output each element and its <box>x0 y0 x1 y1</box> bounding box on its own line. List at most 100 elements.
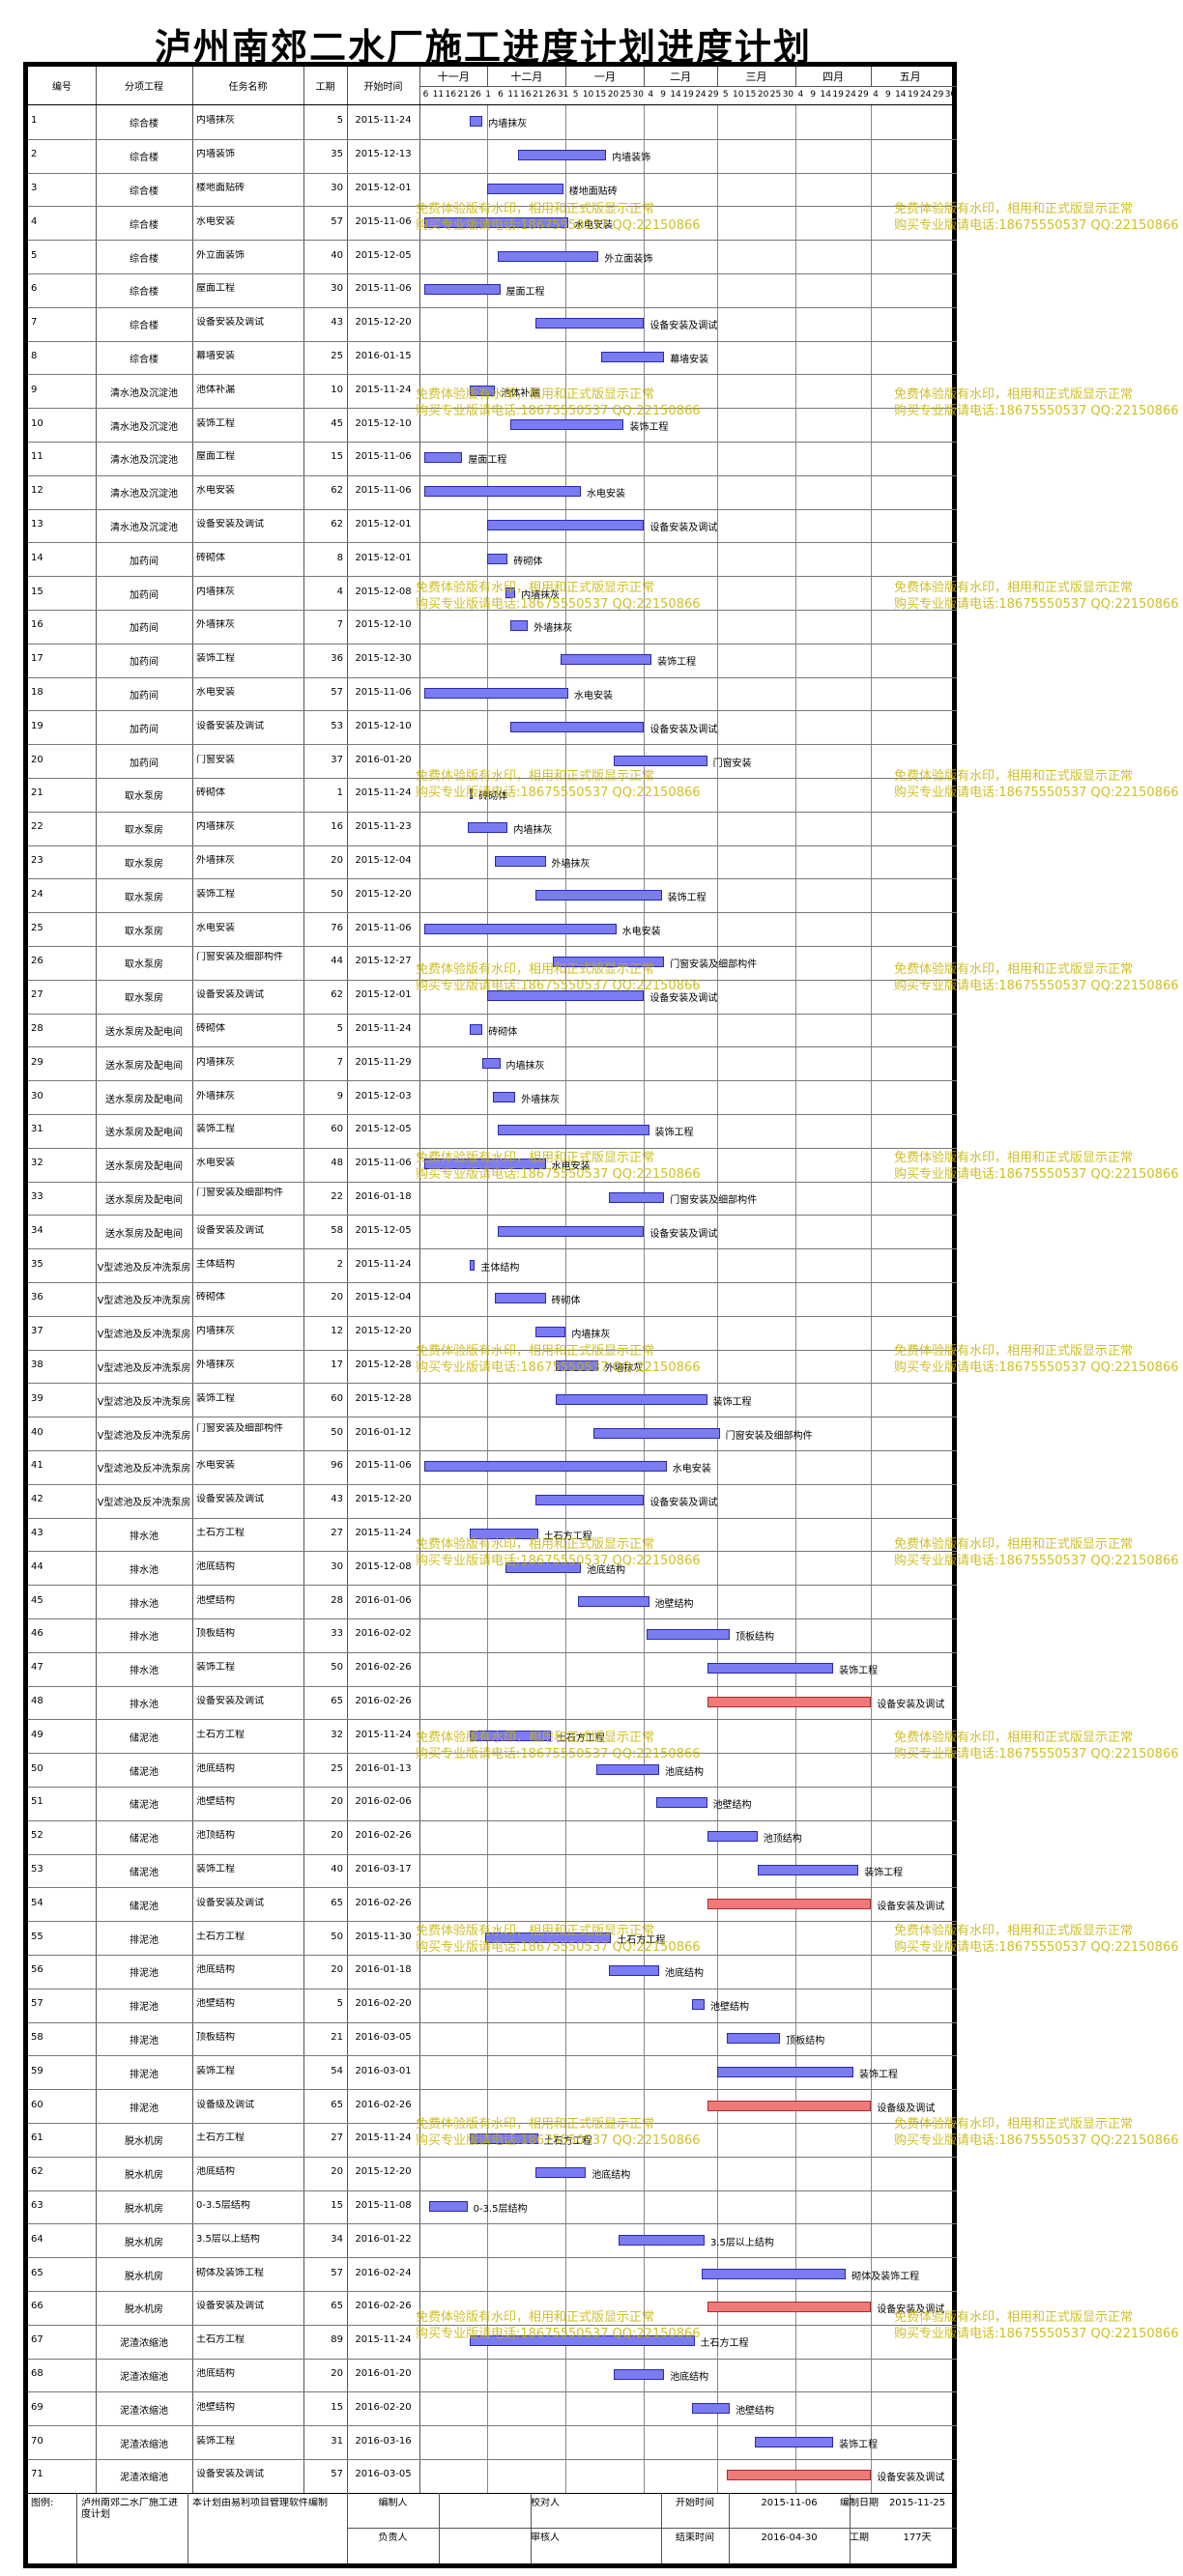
gantt-bar[interactable] <box>509 418 624 430</box>
start-label: 开始时间 <box>676 2497 714 2508</box>
gantt-bar[interactable] <box>509 721 645 732</box>
gantt-bar-label: 设备安装及调试 <box>877 1901 945 1912</box>
gantt-bar[interactable] <box>505 1561 582 1573</box>
gantt-bar[interactable] <box>487 990 645 1002</box>
gantt-bar[interactable] <box>646 1629 731 1641</box>
task-duration: 45 <box>331 417 343 429</box>
task-part: 取水泵房 <box>125 791 163 803</box>
gantt-bar-label: 外立面装饰 <box>604 253 653 265</box>
gantt-bar[interactable] <box>487 553 508 564</box>
gantt-bar[interactable] <box>600 352 665 362</box>
gantt-bar[interactable] <box>470 1730 551 1741</box>
gantt-bar[interactable] <box>482 1057 501 1069</box>
gantt-bar[interactable] <box>470 2133 538 2145</box>
gantt-bar[interactable] <box>691 1999 705 2011</box>
gantt-bar[interactable] <box>424 1159 546 1170</box>
gantt-bar[interactable] <box>487 184 563 194</box>
row-divider <box>28 2190 957 2191</box>
gantt-bar[interactable] <box>497 1125 649 1136</box>
gantt-bar[interactable] <box>424 1461 667 1473</box>
gantt-bar[interactable] <box>535 2167 587 2179</box>
row-divider <box>28 811 957 813</box>
gantt-bar[interactable] <box>495 856 546 867</box>
gantt-bar[interactable] <box>470 2335 695 2347</box>
gantt-bar[interactable] <box>470 1529 538 1539</box>
gantt-bar[interactable] <box>497 1225 645 1237</box>
month-label: 十二月 <box>510 71 543 83</box>
gantt-bar-label: 砖砌体 <box>513 556 543 567</box>
day-tick: 21 <box>533 90 544 100</box>
gantt-bar[interactable] <box>691 2402 731 2414</box>
gantt-bar[interactable] <box>470 385 496 396</box>
task-name: 门窗安装 <box>196 754 235 765</box>
gantt-bar[interactable] <box>717 2066 853 2077</box>
gantt-bar[interactable] <box>424 688 568 699</box>
gantt-bar[interactable] <box>497 250 599 262</box>
task-duration: 20 <box>331 2368 343 2379</box>
gantt-bar[interactable] <box>727 2470 872 2481</box>
gantt-bar[interactable] <box>492 1091 516 1102</box>
gantt-bar[interactable] <box>656 1797 707 1809</box>
gantt-bar[interactable] <box>509 620 529 632</box>
task-part: 送水泵房及配电间 <box>105 1195 183 1206</box>
task-name: 水电安装 <box>196 1460 235 1472</box>
gantt-bar[interactable] <box>424 923 617 934</box>
gantt-bar[interactable] <box>484 1932 612 1943</box>
gantt-bar[interactable] <box>495 1293 546 1304</box>
gantt-bar[interactable] <box>707 1663 834 1674</box>
gantt-bar[interactable] <box>470 1259 476 1271</box>
gantt-bar[interactable] <box>424 486 582 498</box>
task-name: 池底结构 <box>196 1560 235 1572</box>
gantt-bar[interactable] <box>707 2100 872 2111</box>
gantt-bar[interactable] <box>535 1327 566 1338</box>
gantt-bar[interactable] <box>578 1595 649 1607</box>
gantt-bar[interactable] <box>595 1763 659 1775</box>
task-duration: 40 <box>331 249 343 261</box>
gantt-bar[interactable] <box>470 788 474 800</box>
task-number: 22 <box>31 821 43 833</box>
gantt-bar[interactable] <box>707 1898 872 1909</box>
task-name: 设备安装及调试 <box>196 317 264 329</box>
gantt-bar[interactable] <box>707 1697 872 1707</box>
gantt-bar[interactable] <box>553 957 665 968</box>
task-name: 外墙抹灰 <box>196 855 235 866</box>
gantt-bar[interactable] <box>727 2033 781 2044</box>
gantt-bar[interactable] <box>535 1495 645 1506</box>
gantt-bar[interactable] <box>467 822 508 834</box>
gantt-bar[interactable] <box>561 654 652 666</box>
gantt-bar[interactable] <box>505 587 516 598</box>
gantt-bar[interactable] <box>424 284 501 296</box>
gantt-bar[interactable] <box>702 2268 847 2279</box>
gantt-bar[interactable] <box>755 2436 834 2447</box>
footer-divider <box>439 2492 440 2563</box>
row-divider <box>28 1753 957 1755</box>
gantt-bar[interactable] <box>487 520 645 530</box>
gantt-bar[interactable] <box>555 1360 599 1371</box>
task-part: 送水泵房及配电间 <box>105 1228 183 1240</box>
gantt-bar[interactable] <box>535 889 662 901</box>
gantt-bar[interactable] <box>555 1393 707 1405</box>
gantt-bar[interactable] <box>470 116 483 128</box>
task-name: 装饰工程 <box>196 2435 235 2447</box>
gantt-bar[interactable] <box>613 2369 665 2380</box>
task-part: 清水池及沉淀池 <box>110 455 178 467</box>
task-duration: 62 <box>331 989 343 1001</box>
task-start: 2016-01-20 <box>355 2368 412 2379</box>
row-divider <box>28 2391 957 2393</box>
gantt-bar[interactable] <box>517 150 607 161</box>
gantt-bar[interactable] <box>470 1024 483 1035</box>
gantt-bar[interactable] <box>535 318 645 329</box>
day-tick: 4 <box>797 90 804 100</box>
gantt-bar[interactable] <box>757 1865 859 1875</box>
gantt-bar[interactable] <box>613 755 707 766</box>
gantt-bar[interactable] <box>608 1965 659 1977</box>
gantt-bar[interactable] <box>608 1192 665 1203</box>
gantt-bar[interactable] <box>424 452 463 464</box>
gantt-bar[interactable] <box>424 216 568 228</box>
gantt-bar[interactable] <box>619 2234 705 2246</box>
gantt-bar[interactable] <box>429 2201 468 2212</box>
gantt-bar[interactable] <box>707 1831 758 1843</box>
gantt-bar[interactable] <box>593 1427 720 1439</box>
reviewer-label: 审核人 <box>531 2533 560 2544</box>
gantt-bar[interactable] <box>707 2302 872 2313</box>
